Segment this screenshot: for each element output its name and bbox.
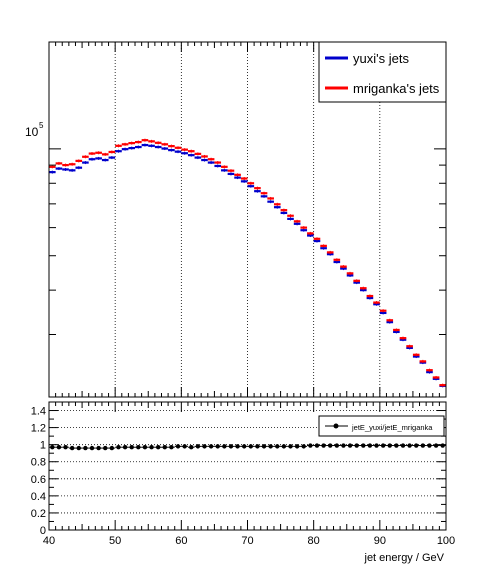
data-point [56,445,62,450]
data-point [414,443,419,448]
data-point [189,445,194,450]
data-point [215,444,220,449]
data-point [275,444,280,449]
legend-label-yuxi: yuxi's jets [353,51,409,66]
data-point [334,443,340,448]
data-point [63,445,68,450]
data-point [142,445,148,450]
lower-legend-marker [333,423,339,429]
y-tick-label: 1.2 [31,423,46,435]
data-point [248,444,254,449]
data-point [96,445,101,451]
data-point [380,443,386,448]
data-point [433,443,439,448]
legend-label-mriganka: mriganka's jets [353,81,440,96]
data-point [129,445,134,450]
x-tick-label: 90 [374,535,386,547]
data-point [155,445,161,450]
data-point [347,443,353,448]
data-point [394,443,399,448]
x-tick-label: 70 [241,535,253,547]
x-tick-label: 80 [308,535,320,547]
data-point [374,443,379,448]
x-tick-label: 40 [43,535,55,547]
data-point [103,445,108,451]
y-tick-label: 0.8 [31,457,46,469]
upper-legend-box [318,41,447,103]
y-tick-label: 0.2 [31,508,46,520]
data-point [420,443,426,448]
data-point [367,443,373,448]
data-point [109,445,115,451]
x-tick-label: 50 [109,535,121,547]
lower-x-ticks: 40 50 60 70 80 90 100 [43,402,455,547]
y-tick-label: 1 [40,440,46,452]
lower-legend: jetE_yuxi/jetE_mriganka [318,415,445,437]
data-point [255,444,260,449]
upper-y-ticks [49,41,446,398]
upper-y-tick-base: 10 [25,125,39,139]
data-point [202,444,207,449]
data-point [261,444,267,449]
data-point [83,445,88,451]
data-point [195,444,201,449]
upper-y-tick-exp: 5 [39,121,44,130]
data-point [208,444,214,449]
x-axis-label: jet energy / GeV [364,552,445,564]
data-point [308,443,313,448]
data-point [169,445,174,450]
data-point [328,443,333,448]
data-point [294,444,300,449]
data-point [182,444,187,449]
data-point [281,444,287,449]
data-point [116,445,121,450]
lower-legend-label: jetE_yuxi/jetE_mriganka [351,423,433,432]
data-point [407,443,412,448]
data-point [241,444,247,449]
data-point [162,445,167,450]
data-point [69,445,75,451]
data-point [175,444,181,449]
data-point [361,443,366,448]
data-point [76,445,81,451]
data-point [122,445,128,450]
upper-grid [114,42,381,397]
series-ratio [49,443,446,451]
data-point [301,444,306,449]
data-point [228,444,234,449]
y-tick-label: 0 [40,525,46,537]
y-tick-label: 1.4 [31,406,46,418]
data-point [136,445,141,450]
series-mriganka [49,138,446,387]
upper-legend: yuxi's jets mriganka's jets [318,41,447,103]
y-tick-label: 0.4 [31,491,46,503]
data-point [235,444,240,449]
data-point [268,444,273,449]
upper-series [49,138,446,388]
lower-legend-box [318,415,445,437]
lower-grid [49,410,446,514]
upper-y-tick-label: 10 5 [25,121,44,139]
data-point [288,444,293,449]
data-point [89,445,95,451]
data-point [321,443,326,448]
data-point [387,443,392,448]
upper-pad: 10 5 yuxi's jets mriganka's jets [25,41,447,398]
data-point [341,443,346,448]
data-point [440,443,445,448]
x-tick-label: 100 [437,535,455,547]
y-tick-label: 0.6 [31,474,46,486]
lower-y-ticks: 0 0.2 0.4 0.6 0.8 1 1.2 1.4 [31,401,446,537]
data-point [222,444,227,449]
data-point [400,443,406,448]
x-tick-label: 60 [175,535,187,547]
lower-pad: 40 50 60 70 80 90 100 0 0.2 0.4 0.6 0.8 1 1.2 1.4 jet… [31,401,455,564]
data-point [314,443,320,448]
data-point [427,443,432,448]
lower-series [49,443,446,451]
data-point [354,443,359,448]
data-point [50,445,55,450]
data-point [149,445,154,450]
